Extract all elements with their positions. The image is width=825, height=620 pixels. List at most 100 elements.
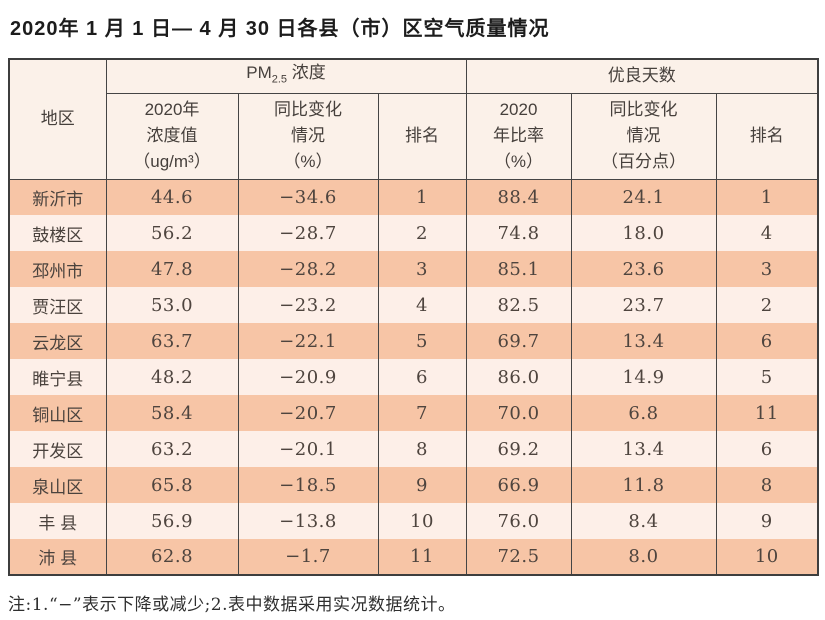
value-cell: 1 <box>715 179 819 215</box>
table-row: 沛 县 62.8 −1.7 11 72.5 8.0 10 <box>8 539 819 575</box>
value-cell: 74.8 <box>465 215 572 251</box>
region-cell: 鼓楼区 <box>8 215 107 251</box>
value-cell: 3 <box>715 251 819 287</box>
header-pm25-group: PM2.5 浓度 <box>105 58 467 94</box>
table-row: 泉山区 65.8 −18.5 9 66.9 11.8 8 <box>8 467 819 503</box>
pm25-label-prefix: PM <box>246 63 272 83</box>
value-cell: 56.2 <box>105 215 239 251</box>
value-cell: 66.9 <box>465 467 572 503</box>
value-cell: 2 <box>715 287 819 323</box>
air-quality-table: 地区 PM2.5 浓度 优良天数 2020年 浓度值 （ug/m³） 同比变化 … <box>8 58 820 576</box>
value-cell: 5 <box>715 359 819 395</box>
header-pm25-rank: 排名 <box>377 92 467 180</box>
value-cell: −28.7 <box>237 215 379 251</box>
value-cell: 53.0 <box>105 287 239 323</box>
value-cell: 9 <box>715 503 819 539</box>
value-cell: 4 <box>715 215 819 251</box>
value-cell: 85.1 <box>465 251 572 287</box>
value-cell: 14.9 <box>570 359 717 395</box>
value-cell: −18.5 <box>237 467 379 503</box>
table-row: 邳州市 47.8 −28.2 3 85.1 23.6 3 <box>8 251 819 287</box>
header-good-days-ratio: 2020 年比率 （%） <box>465 92 572 180</box>
region-cell: 泉山区 <box>8 467 107 503</box>
value-cell: −23.2 <box>237 287 379 323</box>
value-cell: 8.4 <box>570 503 717 539</box>
header-good-days-group: 优良天数 <box>465 58 819 94</box>
value-cell: 65.8 <box>105 467 239 503</box>
value-cell: 88.4 <box>465 179 572 215</box>
value-cell: 6 <box>377 359 467 395</box>
value-cell: −28.2 <box>237 251 379 287</box>
value-cell: 3 <box>377 251 467 287</box>
value-cell: 69.7 <box>465 323 572 359</box>
value-cell: 2 <box>377 215 467 251</box>
region-cell: 睢宁县 <box>8 359 107 395</box>
value-cell: 70.0 <box>465 395 572 431</box>
value-cell: −22.1 <box>237 323 379 359</box>
table-row: 开发区 63.2 −20.1 8 69.2 13.4 6 <box>8 431 819 467</box>
header-region: 地区 <box>8 58 107 180</box>
value-cell: 4 <box>377 287 467 323</box>
value-cell: 56.9 <box>105 503 239 539</box>
value-cell: 11 <box>377 539 467 575</box>
value-cell: 18.0 <box>570 215 717 251</box>
value-cell: 47.8 <box>105 251 239 287</box>
value-cell: 10 <box>377 503 467 539</box>
value-cell: 8.0 <box>570 539 717 575</box>
value-cell: −13.8 <box>237 503 379 539</box>
value-cell: 7 <box>377 395 467 431</box>
value-cell: 9 <box>377 467 467 503</box>
value-cell: 76.0 <box>465 503 572 539</box>
value-cell: 69.2 <box>465 431 572 467</box>
value-cell: 62.8 <box>105 539 239 575</box>
table-row: 铜山区 58.4 −20.7 7 70.0 6.8 11 <box>8 395 819 431</box>
table-body: 新沂市 44.6 −34.6 1 88.4 24.1 1 鼓楼区 56.2 −28.7 2 74.8 1… <box>8 179 819 575</box>
value-cell: 10 <box>715 539 819 575</box>
region-cell: 沛 县 <box>8 539 107 575</box>
value-cell: 63.7 <box>105 323 239 359</box>
value-cell: 5 <box>377 323 467 359</box>
value-cell: 86.0 <box>465 359 572 395</box>
value-cell: 8 <box>715 467 819 503</box>
header-good-days-rank: 排名 <box>715 92 819 180</box>
value-cell: 13.4 <box>570 323 717 359</box>
value-cell: 6 <box>715 431 819 467</box>
value-cell: 24.1 <box>570 179 717 215</box>
region-cell: 新沂市 <box>8 179 107 215</box>
header-pm25-concentration: 2020年 浓度值 （ug/m³） <box>105 92 239 180</box>
value-cell: 82.5 <box>465 287 572 323</box>
table-row: 新沂市 44.6 −34.6 1 88.4 24.1 1 <box>8 179 819 215</box>
value-cell: 6 <box>715 323 819 359</box>
value-cell: −20.1 <box>237 431 379 467</box>
table-row: 鼓楼区 56.2 −28.7 2 74.8 18.0 4 <box>8 215 819 251</box>
footnote: 注:1.“−”表示下降或减少;2.表中数据采用实况数据统计。 <box>8 595 456 615</box>
value-cell: 23.7 <box>570 287 717 323</box>
value-cell: 6.8 <box>570 395 717 431</box>
table-row: 贾汪区 53.0 −23.2 4 82.5 23.7 2 <box>8 287 819 323</box>
value-cell: −20.7 <box>237 395 379 431</box>
value-cell: 1 <box>377 179 467 215</box>
value-cell: 44.6 <box>105 179 239 215</box>
value-cell: 8 <box>377 431 467 467</box>
value-cell: 11 <box>715 395 819 431</box>
value-cell: 63.2 <box>105 431 239 467</box>
value-cell: 23.6 <box>570 251 717 287</box>
region-cell: 贾汪区 <box>8 287 107 323</box>
region-cell: 邳州市 <box>8 251 107 287</box>
header-pm25-change: 同比变化 情况 （%） <box>237 92 379 180</box>
page-title: 2020年 1 月 1 日— 4 月 30 日各县（市）区空气质量情况 <box>10 18 550 40</box>
value-cell: −20.9 <box>237 359 379 395</box>
table-row: 睢宁县 48.2 −20.9 6 86.0 14.9 5 <box>8 359 819 395</box>
value-cell: 13.4 <box>570 431 717 467</box>
pm25-label-subscript: 2.5 <box>271 73 288 86</box>
value-cell: 48.2 <box>105 359 239 395</box>
table-row: 云龙区 63.7 −22.1 5 69.7 13.4 6 <box>8 323 819 359</box>
value-cell: −1.7 <box>237 539 379 575</box>
pm25-label-suffix: 浓度 <box>287 63 326 83</box>
region-cell: 丰 县 <box>8 503 107 539</box>
value-cell: 11.8 <box>570 467 717 503</box>
header-good-days-change: 同比变化 情况 （百分点） <box>570 92 717 180</box>
value-cell: −34.6 <box>237 179 379 215</box>
region-cell: 开发区 <box>8 431 107 467</box>
table-header: 地区 PM2.5 浓度 优良天数 2020年 浓度值 （ug/m³） 同比变化 … <box>8 58 819 180</box>
